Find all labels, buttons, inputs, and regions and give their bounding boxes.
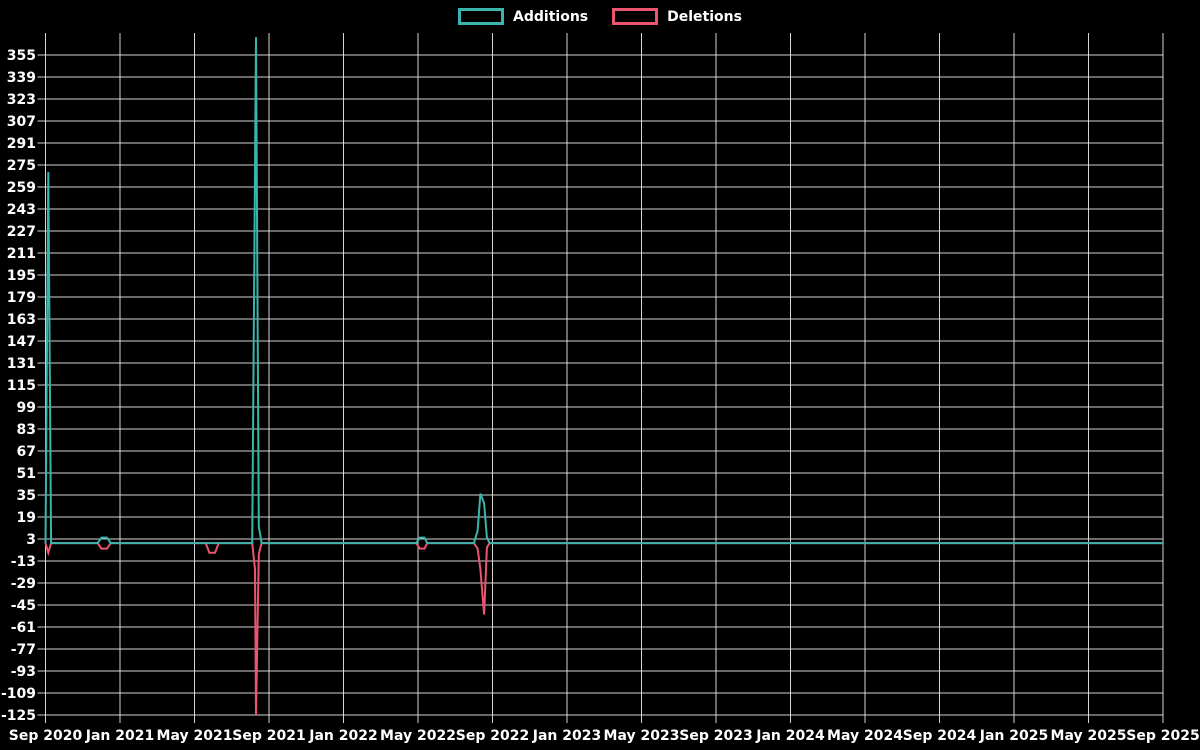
y-tick-label: -125 bbox=[1, 708, 36, 724]
y-tick-label: 163 bbox=[7, 312, 36, 328]
y-tick-label: 355 bbox=[7, 48, 36, 64]
x-tick-label: Sep 2024 bbox=[903, 728, 977, 744]
x-tick-label: May 2021 bbox=[157, 728, 233, 744]
legend-label-deletions: Deletions bbox=[667, 8, 742, 25]
y-tick-label: 83 bbox=[17, 422, 36, 438]
y-tick-label: 307 bbox=[7, 114, 36, 130]
y-tick-label: -29 bbox=[11, 576, 36, 592]
x-tick-label: Sep 2022 bbox=[456, 728, 529, 744]
x-tick-label: Jan 2023 bbox=[532, 728, 601, 744]
x-tick-label: May 2024 bbox=[827, 728, 903, 744]
y-tick-label: 35 bbox=[17, 488, 36, 504]
y-tick-label: -77 bbox=[11, 642, 36, 658]
y-tick-label: 3 bbox=[26, 532, 36, 548]
y-tick-label: -61 bbox=[11, 620, 36, 636]
y-tick-label: 147 bbox=[7, 334, 36, 350]
legend-item-additions[interactable]: Additions bbox=[458, 8, 588, 25]
y-tick-label: -45 bbox=[11, 598, 36, 614]
x-tick-label: Sep 2020 bbox=[9, 728, 83, 744]
y-tick-label: 243 bbox=[7, 202, 36, 218]
y-tick-label: 195 bbox=[7, 268, 36, 284]
legend-item-deletions[interactable]: Deletions bbox=[612, 8, 742, 25]
y-tick-label: 259 bbox=[7, 180, 36, 196]
y-tick-label: 323 bbox=[7, 92, 36, 108]
x-tick-label: Jan 2024 bbox=[755, 728, 825, 744]
chart-legend: Additions Deletions bbox=[0, 8, 1200, 25]
x-tick-label: Sep 2025 bbox=[1126, 728, 1199, 744]
y-tick-label: 131 bbox=[7, 356, 36, 372]
y-tick-label: 179 bbox=[7, 290, 36, 306]
series-line-additions bbox=[44, 37, 1163, 545]
y-tick-label: 227 bbox=[7, 224, 36, 240]
x-tick-label: Jan 2022 bbox=[308, 728, 377, 744]
x-tick-label: May 2023 bbox=[604, 728, 680, 744]
x-tick-label: Jan 2025 bbox=[979, 728, 1048, 744]
y-tick-label: -13 bbox=[11, 554, 36, 570]
y-tick-label: 211 bbox=[7, 246, 36, 262]
y-tick-label: 339 bbox=[7, 70, 36, 86]
y-tick-label: 51 bbox=[17, 466, 36, 482]
y-tick-label: 275 bbox=[7, 158, 36, 174]
y-tick-label: -109 bbox=[1, 686, 36, 702]
deletions-swatch-icon bbox=[612, 8, 659, 25]
additions-swatch-icon bbox=[458, 8, 505, 25]
y-tick-label: 67 bbox=[17, 444, 36, 460]
y-tick-label: 99 bbox=[17, 400, 36, 416]
x-tick-label: Jan 2021 bbox=[85, 728, 154, 744]
y-tick-label: 19 bbox=[17, 510, 36, 526]
x-tick-label: May 2022 bbox=[380, 728, 456, 744]
y-tick-label: -93 bbox=[11, 664, 36, 680]
y-tick-label: 291 bbox=[7, 136, 36, 152]
x-tick-label: Sep 2021 bbox=[232, 728, 305, 744]
x-tick-label: May 2025 bbox=[1051, 728, 1127, 744]
series-line-deletions bbox=[44, 542, 1163, 716]
x-tick-label: Sep 2023 bbox=[679, 728, 752, 744]
legend-label-additions: Additions bbox=[513, 8, 589, 25]
y-tick-label: 115 bbox=[7, 378, 36, 394]
